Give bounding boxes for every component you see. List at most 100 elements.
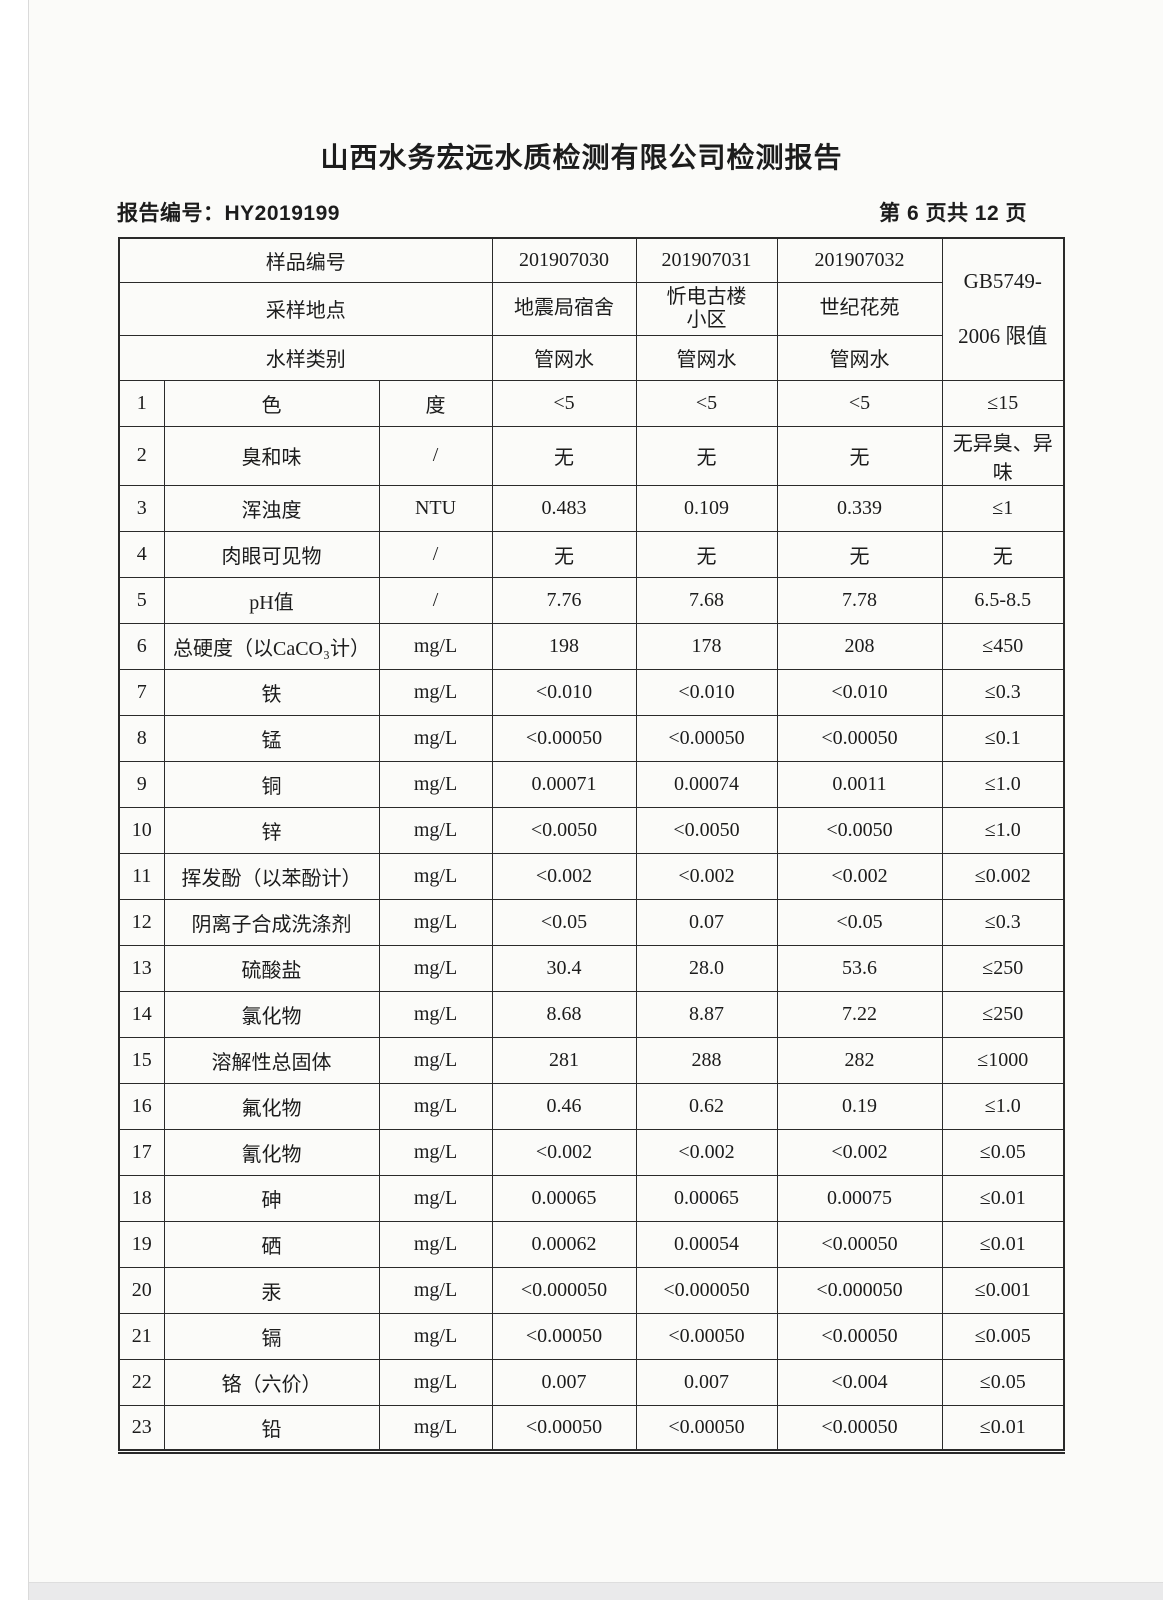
sample1-value: <0.00050 <box>491 1404 637 1452</box>
sample1-value: 0.007 <box>491 1358 637 1406</box>
sample1-value: <0.0050 <box>491 806 637 854</box>
sample2-value: <0.002 <box>635 852 778 900</box>
limit-value: 6.5-8.5 <box>941 576 1065 624</box>
row-number: 17 <box>118 1128 165 1176</box>
parameter-name: 肉眼可见物 <box>163 530 380 578</box>
parameter-name: 镉 <box>163 1312 380 1360</box>
sample3-value: 7.22 <box>776 990 943 1038</box>
table-row: 8 锰 mg/L <0.00050 <0.00050 <0.00050 ≤0.1 <box>118 714 1065 762</box>
sample3-value: <0.05 <box>776 898 943 946</box>
sample2-value: 0.62 <box>635 1082 778 1130</box>
table-row: 6 总硬度（以CaCO₃计） mg/L 198 178 208 ≤450 <box>118 622 1065 670</box>
row-number: 12 <box>118 898 165 946</box>
sample2-value: <0.010 <box>635 668 778 716</box>
parameter-unit: mg/L <box>378 990 493 1038</box>
sample2-value: 7.68 <box>635 576 778 624</box>
sample1-value: <0.002 <box>491 852 637 900</box>
limit-value: ≤1000 <box>941 1036 1065 1084</box>
limit-value: ≤0.01 <box>941 1404 1065 1452</box>
sample1-value: 7.76 <box>491 576 637 624</box>
row-number: 3 <box>118 484 165 532</box>
sample3-value: 208 <box>776 622 943 670</box>
parameter-name: pH值 <box>163 576 380 624</box>
water-type-header: 水样类别 <box>118 334 493 381</box>
parameter-name: 色 <box>163 379 380 427</box>
sample-id-2: 201907031 <box>635 237 778 283</box>
table-row: 12 阴离子合成洗涤剂 mg/L <0.05 0.07 <0.05 ≤0.3 <box>118 898 1065 946</box>
scan-bottom-edge <box>29 1582 1163 1600</box>
sample3-value: <0.00050 <box>776 1312 943 1360</box>
parameter-unit: mg/L <box>378 944 493 992</box>
sample3-value: 0.00075 <box>776 1174 943 1222</box>
sample3-value: 无 <box>776 530 943 578</box>
parameter-unit: / <box>378 576 493 624</box>
limit-value: ≤1 <box>941 484 1065 532</box>
limit-standard-line2: 2006 限值 <box>958 323 1048 348</box>
parameter-unit: mg/L <box>378 1220 493 1268</box>
water-type-3: 管网水 <box>776 334 943 381</box>
parameter-unit: mg/L <box>378 714 493 762</box>
table-row: 17 氰化物 mg/L <0.002 <0.002 <0.002 ≤0.05 <box>118 1128 1065 1176</box>
parameter-unit: mg/L <box>378 1036 493 1084</box>
sample3-value: 0.0011 <box>776 760 943 808</box>
sample2-value: <0.00050 <box>635 1404 778 1452</box>
table-header: 样品编号 201907030 201907031 201907032 GB574… <box>118 237 1065 381</box>
report-number: 报告编号：HY2019199 <box>117 202 340 225</box>
limit-value: ≤0.01 <box>941 1220 1065 1268</box>
limit-value: ≤0.3 <box>941 668 1065 716</box>
sample1-value: 30.4 <box>491 944 637 992</box>
parameter-name: 铅 <box>163 1404 380 1452</box>
table-row: 4 肉眼可见物 / 无 无 无 无 <box>118 530 1065 578</box>
sample3-value: <0.002 <box>776 852 943 900</box>
sample1-value: 无 <box>491 425 637 486</box>
table-row: 13 硫酸盐 mg/L 30.4 28.0 53.6 ≤250 <box>118 944 1065 992</box>
parameter-name: 锌 <box>163 806 380 854</box>
parameter-unit: / <box>378 425 493 486</box>
limit-standard-line1: GB5749- <box>963 268 1042 293</box>
parameter-unit: mg/L <box>378 1312 493 1360</box>
sample1-value: 8.68 <box>491 990 637 1038</box>
sample1-value: 0.00071 <box>491 760 637 808</box>
sample3-value: <0.000050 <box>776 1266 943 1314</box>
water-quality-table: 样品编号 201907030 201907031 201907032 GB574… <box>118 237 1065 1454</box>
sample1-value: <5 <box>491 379 637 427</box>
sample3-value: <0.00050 <box>776 1220 943 1268</box>
row-number: 9 <box>118 760 165 808</box>
table-row: 22 铬（六价） mg/L 0.007 0.007 <0.004 ≤0.05 <box>118 1358 1065 1406</box>
sample3-value: <0.0050 <box>776 806 943 854</box>
parameter-name: 砷 <box>163 1174 380 1222</box>
parameter-name: 挥发酚（以苯酚计） <box>163 852 380 900</box>
sample3-value: <0.00050 <box>776 714 943 762</box>
parameter-name: 铜 <box>163 760 380 808</box>
parameter-unit: mg/L <box>378 806 493 854</box>
table-row: 11 挥发酚（以苯酚计） mg/L <0.002 <0.002 <0.002 ≤… <box>118 852 1065 900</box>
limit-value: ≤0.1 <box>941 714 1065 762</box>
sample3-value: <5 <box>776 379 943 427</box>
page-title: 山西水务宏远水质检测有限公司检测报告 <box>320 142 843 173</box>
sample2-value: <0.000050 <box>635 1266 778 1314</box>
row-number: 7 <box>118 668 165 716</box>
limit-value: ≤0.3 <box>941 898 1065 946</box>
row-number: 15 <box>118 1036 165 1084</box>
location-2: 忻电古楼 小区 <box>635 281 778 336</box>
water-type-row: 水样类别 管网水 管网水 管网水 <box>118 334 1064 381</box>
page-indicator: 第 6 页共 12 页 <box>879 202 1027 225</box>
limit-value: ≤0.05 <box>941 1128 1065 1176</box>
limit-value: ≤1.0 <box>941 806 1065 854</box>
row-number: 18 <box>118 1174 165 1222</box>
sample-id-header: 样品编号 <box>118 237 493 283</box>
sample1-value: 0.483 <box>491 484 637 532</box>
row-number: 14 <box>118 990 165 1038</box>
sample3-value: 0.19 <box>776 1082 943 1130</box>
row-number: 21 <box>118 1312 165 1360</box>
sample2-value: 288 <box>635 1036 778 1084</box>
sample2-value: 0.109 <box>635 484 778 532</box>
sample1-value: <0.00050 <box>491 1312 637 1360</box>
sample1-value: <0.05 <box>491 898 637 946</box>
sample2-value: <5 <box>635 379 778 427</box>
sample1-value: 198 <box>491 622 637 670</box>
parameter-unit: mg/L <box>378 1128 493 1176</box>
parameter-unit: mg/L <box>378 1174 493 1222</box>
table-row: 18 砷 mg/L 0.00065 0.00065 0.00075 ≤0.01 <box>118 1174 1065 1222</box>
location-row: 采样地点 地震局宿舍 忻电古楼 小区 世纪花苑 <box>118 281 1064 336</box>
